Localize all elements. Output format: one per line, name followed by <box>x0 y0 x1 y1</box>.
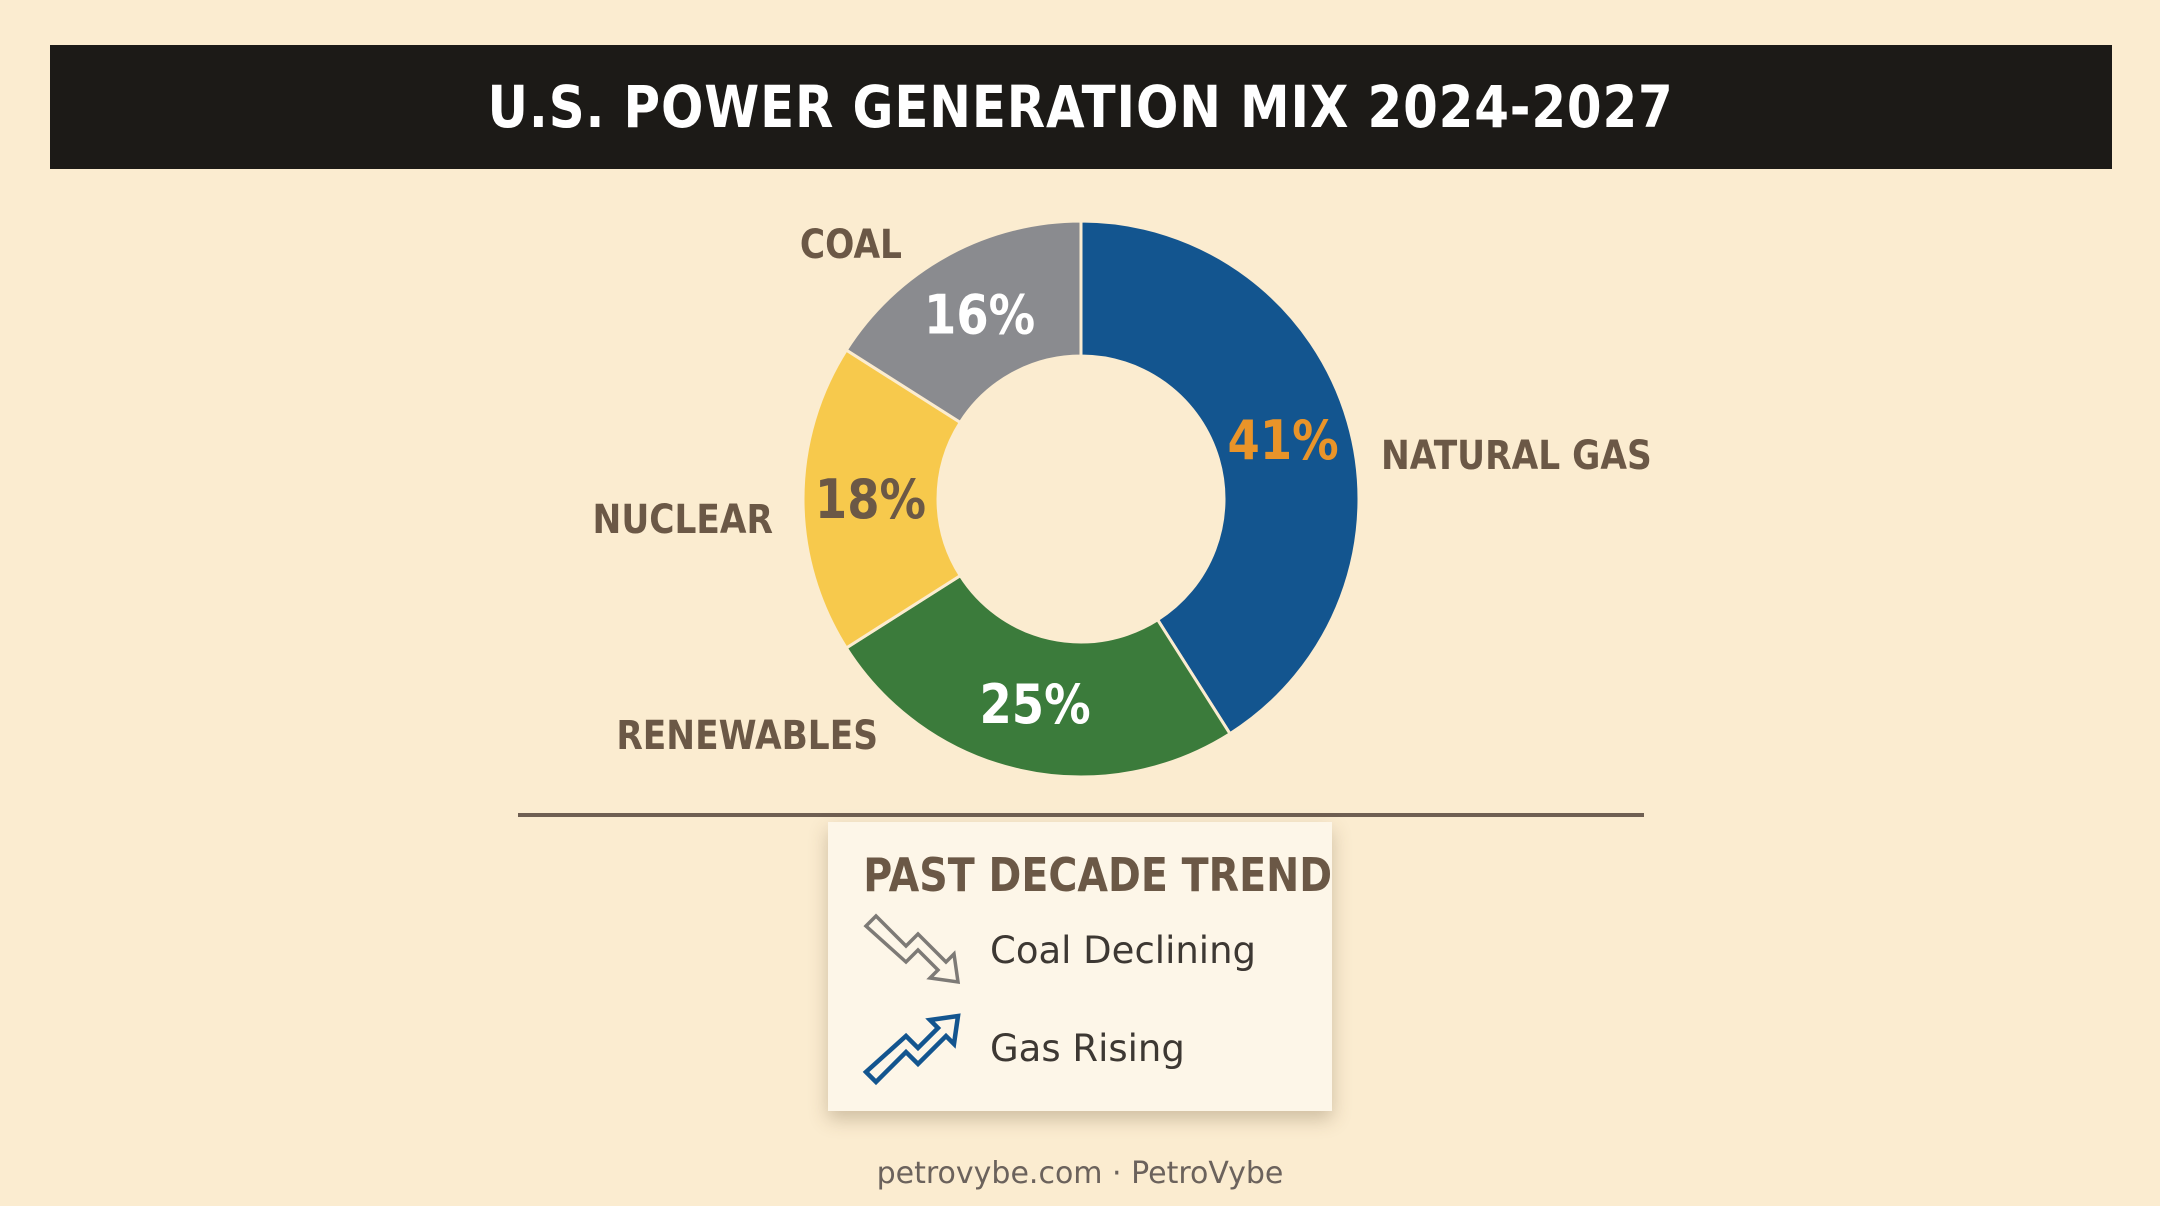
trend-item-coal: Coal Declining <box>862 912 1256 988</box>
pct-label-natural-gas: 41% <box>1228 409 1339 472</box>
category-label-renewables: RENEWABLES <box>616 711 878 758</box>
trend-item-gas: Gas Rising <box>862 1010 1185 1086</box>
trend-up-arrow-icon <box>862 1013 961 1086</box>
pct-label-nuclear: 18% <box>815 467 926 530</box>
pct-label-renewables: 25% <box>980 673 1091 736</box>
chart-title: U.S. POWER GENERATION MIX 2024-2027 <box>487 73 1675 141</box>
slice-renewables <box>844 573 1233 779</box>
slice-natural-gas <box>1079 219 1361 736</box>
slice-coal <box>844 219 1083 425</box>
donut-chart: 41% NATURAL GAS 25% RENEWABLES 18% NUCLEAR 16%… <box>593 219 1652 779</box>
pct-label-coal: 16% <box>924 283 1035 346</box>
title-bar: U.S. POWER GENERATION MIX 2024-2027 <box>50 45 2112 169</box>
divider-line <box>518 813 1644 817</box>
trend-label-gas: Gas Rising <box>990 1026 1185 1070</box>
category-label-nuclear: NUCLEAR <box>593 495 773 542</box>
trend-card-title: PAST DECADE TREND <box>863 848 1333 902</box>
trend-label-coal: Coal Declining <box>990 928 1257 972</box>
trend-down-arrow-icon <box>863 913 961 985</box>
category-label-coal: COAL <box>800 220 902 267</box>
slice-nuclear <box>801 347 963 651</box>
footer-credit: petrovybe.com · PetroVybe <box>876 1156 1284 1191</box>
trend-card: PAST DECADE TREND Coal Declining Gas Ris… <box>828 822 1332 1111</box>
category-label-natural-gas: NATURAL GAS <box>1381 431 1652 478</box>
